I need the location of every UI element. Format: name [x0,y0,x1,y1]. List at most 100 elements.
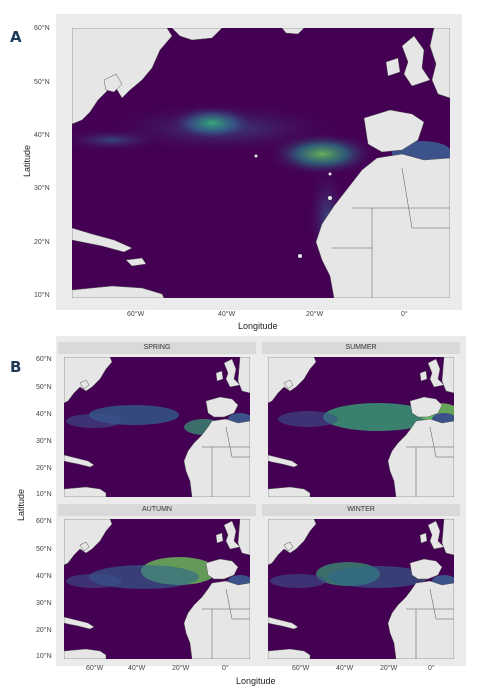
landmass-newfoundland [79,541,90,552]
facet-map-spring [64,357,250,497]
landmass-south-america [268,486,311,497]
landmass-europe [237,519,250,556]
landmass-south-america [64,486,107,497]
lon-tick: 20°W [172,665,190,672]
facet-strip-winter: WINTER [262,504,460,516]
landmass-ireland [385,57,401,77]
lon-tick: 0° [428,665,435,672]
facet-map-autumn [64,519,250,659]
landmass-newfoundland [103,73,123,93]
landmass-africa [387,580,454,659]
lat-tick: 60°N [34,25,50,32]
facet-strip-autumn: AUTUMN [58,504,256,516]
landmass-europe [441,519,454,556]
landmass-iberia [363,109,425,153]
density-hotspot [66,574,122,588]
landmass-hispaniola [125,257,147,267]
lon-tick: 0° [222,665,229,672]
landmass-britain [401,35,431,87]
facet-strip-summer: SUMMER [262,342,460,354]
landmass-ireland [215,370,224,382]
lat-tick: 40°N [36,411,52,418]
density-hotspot-azores-west [167,105,257,141]
lon-tick: 20°W [380,665,398,672]
landmass-iberia [409,558,443,580]
lon-tick: 40°W [128,665,146,672]
lat-tick: 30°N [36,438,52,445]
landmass-africa [183,580,250,659]
landmass-iberia [409,396,443,418]
landmass-south-america [72,285,165,298]
lat-tick: 20°N [34,239,50,246]
lon-tick: 0° [401,311,408,318]
landmass-africa [183,418,250,497]
density-hotspot-azores-east [267,132,377,176]
density-hotspot [270,574,326,588]
landmass-ireland [419,370,428,382]
lat-tick: 60°N [36,518,52,525]
landmass-ireland [215,532,224,544]
lat-tick: 40°N [34,132,50,139]
landmass-europe [429,28,450,99]
island-canaries [328,196,332,200]
landmass-africa [387,418,454,497]
lat-tick: 30°N [36,600,52,607]
island-cape-verde [298,254,302,258]
landmass-north-america [268,519,317,566]
landmass-caribbean [72,227,133,253]
lat-tick: 10°N [36,491,52,498]
landmass-iberia [205,396,239,418]
facet-strip-spring: SPRING [58,342,256,354]
y-axis-title: Latitude [16,488,26,522]
island-madeira [328,172,332,176]
lon-tick: 60°W [86,665,104,672]
density-hotspot [278,411,338,427]
lon-tick: 40°W [218,311,236,318]
landmass-caribbean [64,454,95,468]
density-band-west [72,128,167,152]
lon-tick: 60°W [127,311,145,318]
x-axis-title: Longitude [236,676,276,686]
landmass-iceland [281,28,305,35]
landmass-greenland [171,28,223,41]
lat-tick: 50°N [36,384,52,391]
facet-svg-summer [268,357,454,497]
landmass-north-america [72,28,173,125]
density-hotspot [323,403,433,431]
lat-tick: 20°N [36,465,52,472]
africa-borders [202,426,250,497]
lat-tick: 30°N [34,185,50,192]
landmass-south-america [268,648,311,659]
density-hotspot [66,414,122,428]
landmass-europe [441,357,454,394]
lat-tick: 20°N [36,627,52,634]
x-axis-title: Longitude [238,321,278,331]
panel-a-map [72,28,450,298]
landmass-caribbean [268,616,299,630]
y-axis-title: Latitude [22,144,32,178]
landmass-newfoundland [79,379,90,390]
landmass-north-america [64,357,113,404]
lat-tick: 50°N [36,546,52,553]
lat-tick: 10°N [36,653,52,660]
landmass-europe [237,357,250,394]
africa-borders [202,588,250,659]
landmass-north-america [268,357,317,404]
facet-svg-spring [64,357,250,497]
africa-borders [406,426,454,497]
lon-tick: 40°W [336,665,354,672]
density-hotspot [328,566,428,588]
island-azores [254,154,258,158]
facet-map-winter [268,519,454,659]
lat-tick: 60°N [36,356,52,363]
landmass-africa [315,153,450,298]
landmass-ireland [419,532,428,544]
landmass-newfoundland [283,379,294,390]
lon-tick: 20°W [306,311,324,318]
landmass-south-america [64,648,107,659]
landmass-caribbean [64,616,95,630]
lat-tick: 40°N [36,573,52,580]
landmass-newfoundland [283,541,294,552]
panel-b-label: B [10,358,22,376]
landmass-caribbean [268,454,299,468]
